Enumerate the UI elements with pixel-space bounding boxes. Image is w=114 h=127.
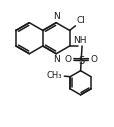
Text: S: S (77, 56, 83, 66)
Text: N: N (52, 55, 59, 64)
Text: O: O (90, 55, 97, 64)
Text: NH: NH (73, 36, 86, 45)
Text: N: N (52, 12, 59, 21)
Text: CH₃: CH₃ (46, 70, 61, 80)
Text: O: O (64, 55, 71, 64)
Text: Cl: Cl (76, 16, 84, 25)
